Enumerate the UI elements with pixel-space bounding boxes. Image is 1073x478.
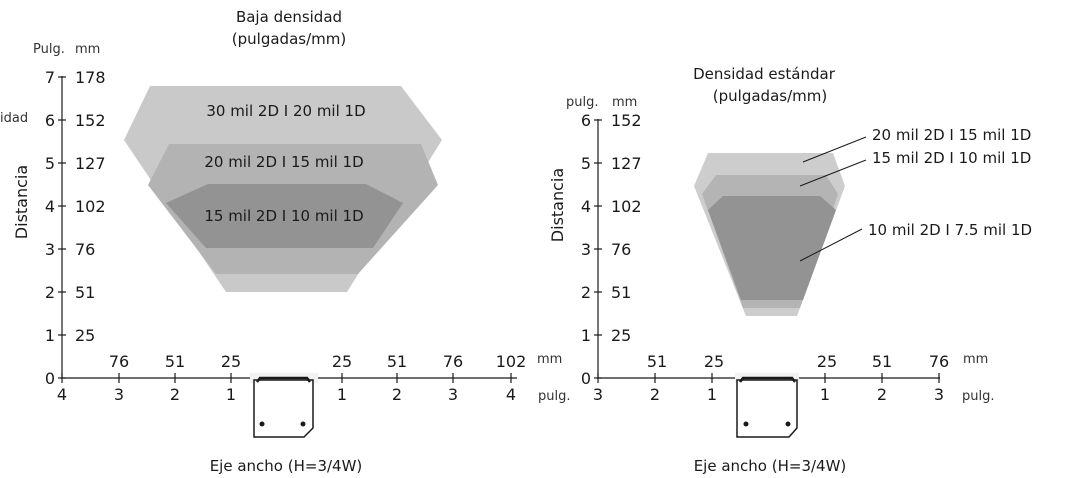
x-unit-in-label: pulg.: [962, 389, 995, 404]
x-tick-label-in: 4: [57, 385, 67, 404]
y-tick-label-mm: 25: [75, 326, 95, 345]
x-tick-label-in: 2: [392, 385, 402, 404]
y-tick-label-in: 2: [45, 283, 55, 302]
y-tick-label-mm: 152: [611, 111, 642, 130]
x-tick-label-in: 1: [226, 385, 236, 404]
zone-label-20mil: 20 mil 2D I 15 mil 1D: [204, 153, 363, 171]
y-tick-label-in: 5: [45, 154, 55, 173]
x-tick-label-in: 1: [337, 385, 347, 404]
x-tick-label-mm: 51: [387, 352, 407, 371]
x-tick-label-mm: 51: [165, 352, 185, 371]
x-tick-label-mm: 76: [443, 352, 463, 371]
zone-label-10mil: 10 mil 2D I 7.5 mil 1D: [868, 221, 1032, 239]
chart-standard-density: Densidad estándar (pulgadas/mm) pulg. mm…: [548, 65, 1032, 475]
x-tick-label-in: 2: [170, 385, 180, 404]
y-tick-label-in: 3: [581, 240, 591, 259]
chart-title: Baja densidad: [236, 8, 342, 26]
y-unit-in-label: Pulg.: [33, 42, 65, 57]
y-axis-title: Distancia: [548, 168, 567, 242]
y-tick-label-mm: 127: [611, 154, 642, 173]
y-tick-label-in: 0: [581, 369, 591, 388]
zone-label-30mil: 30 mil 2D I 20 mil 1D: [206, 102, 365, 120]
y-tick-label-mm: 76: [75, 240, 95, 259]
y-ticks: 0 1 2 3 4 5 6 25 51 76 102 127 152: [581, 111, 642, 388]
chart-subtitle: (pulgadas/mm): [232, 30, 346, 48]
y-tick-label-mm: 51: [75, 283, 95, 302]
x-tick-label-in: 2: [877, 385, 887, 404]
zone-10mil: [708, 196, 836, 300]
x-tick-label-mm: 102: [496, 352, 527, 371]
x-tick-label-in: 3: [593, 385, 603, 404]
y-tick-label-in: 2: [581, 283, 591, 302]
y-tick-label-in: 3: [45, 240, 55, 259]
chart-subtitle: (pulgadas/mm): [713, 87, 827, 105]
y-tick-label-in: 7: [45, 68, 55, 87]
y-tick-label-in: 0: [45, 369, 55, 388]
x-tick-label-in: 3: [448, 385, 458, 404]
scanner-icon: [735, 373, 799, 438]
zone-20mil-lower: [206, 248, 373, 274]
x-tick-label-mm: 25: [221, 352, 241, 371]
x-tick-label-mm: 76: [109, 352, 129, 371]
y-tick-label-in: 6: [581, 111, 591, 130]
chart-title: Densidad estándar: [693, 65, 836, 83]
y-axis-title-fragment: idad: [0, 111, 28, 126]
zone-15mil: [166, 184, 403, 248]
x-tick-label-mm: 25: [332, 352, 352, 371]
x-unit-in-label: pulg.: [538, 389, 571, 404]
x-tick-label-mm: 51: [872, 352, 892, 371]
y-tick-label-in: 1: [581, 326, 591, 345]
y-unit-in-label: pulg.: [566, 95, 599, 110]
y-tick-label-mm: 127: [75, 154, 106, 173]
y-tick-label-in: 6: [45, 111, 55, 130]
y-tick-label-in: 4: [581, 197, 591, 216]
scanner-icon: [250, 373, 318, 438]
x-tick-label-in: 4: [506, 385, 516, 404]
leader-lines: [799, 136, 867, 262]
x-ticks: 4 3 2 1 1 2 3 4 76 51 25 25 51 76 102: [57, 352, 526, 404]
x-tick-label-mm: 76: [929, 352, 949, 371]
x-tick-label-in: 1: [820, 385, 830, 404]
zone-label-15mil: 15 mil 2D I 10 mil 1D: [204, 207, 363, 225]
y-tick-label-mm: 102: [75, 197, 106, 216]
zone-label-15mil: 15 mil 2D I 10 mil 1D: [872, 149, 1031, 167]
x-axis-title: Eje ancho (H=3/4W): [210, 457, 363, 475]
x-tick-label-mm: 25: [704, 352, 724, 371]
y-tick-label-mm: 25: [611, 326, 631, 345]
y-tick-label-mm: 76: [611, 240, 631, 259]
x-tick-label-mm: 25: [817, 352, 837, 371]
chart-low-density: Baja densidad (pulgadas/mm) Pulg. mm ida…: [0, 8, 571, 475]
y-ticks: 0 1 2 3 4 5 6 7 25 51 76 102 127 152 178: [45, 68, 106, 388]
y-tick-label-in: 1: [45, 326, 55, 345]
x-axis-title: Eje ancho (H=3/4W): [694, 457, 847, 475]
y-tick-label-in: 5: [581, 154, 591, 173]
y-tick-label-mm: 102: [611, 197, 642, 216]
x-tick-label-mm: 51: [647, 352, 667, 371]
x-tick-label-in: 2: [650, 385, 660, 404]
x-ticks: 3 2 1 1 2 3 51 25 25 51 76: [593, 352, 949, 404]
y-unit-mm-label: mm: [75, 42, 100, 57]
y-tick-label-mm: 178: [75, 68, 106, 87]
y-axis-title: Distancia: [12, 165, 31, 239]
y-unit-mm-label: mm: [612, 95, 637, 110]
x-tick-label-in: 3: [934, 385, 944, 404]
y-tick-label-in: 4: [45, 197, 55, 216]
x-unit-mm-label: mm: [537, 352, 562, 367]
x-unit-mm-label: mm: [963, 352, 988, 367]
zone-label-20mil: 20 mil 2D I 15 mil 1D: [872, 126, 1031, 144]
y-tick-label-mm: 51: [611, 283, 631, 302]
x-tick-label-in: 3: [114, 385, 124, 404]
y-tick-label-mm: 152: [75, 111, 106, 130]
x-tick-label-in: 1: [707, 385, 717, 404]
